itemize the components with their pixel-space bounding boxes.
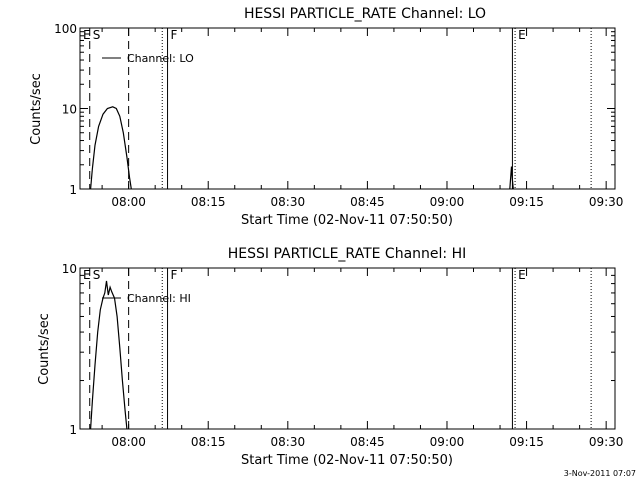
x-tick-label: 08:15 bbox=[191, 435, 226, 449]
x-axis: 08:00 08:15 08:30 08:45 09:00 09:15 09:30 bbox=[101, 268, 624, 449]
x-tick-label: 09:30 bbox=[589, 195, 624, 209]
x-tick-label: 08:30 bbox=[271, 195, 306, 209]
y-tick-label: 100 bbox=[54, 22, 77, 36]
legend: Channel: HI bbox=[102, 292, 191, 305]
y-tick-label: 10 bbox=[62, 103, 77, 117]
marker-label: E bbox=[518, 268, 526, 282]
x-tick-label: 08:30 bbox=[271, 435, 306, 449]
legend: Channel: LO bbox=[102, 52, 194, 65]
y-tick-label: 1 bbox=[69, 183, 77, 197]
x-tick-label: 08:45 bbox=[350, 435, 385, 449]
x-tick-label: 08:00 bbox=[111, 435, 146, 449]
plot-frame bbox=[79, 267, 616, 430]
y-tick-label: 10 bbox=[62, 262, 77, 276]
series-lines bbox=[90, 106, 514, 190]
marker-label: S bbox=[93, 268, 101, 282]
marker-label: F bbox=[171, 28, 178, 42]
series-line bbox=[509, 166, 514, 190]
y-axis: 1 10 100 bbox=[54, 22, 615, 197]
footer-timestamp: 3-Nov-2011 07:07 bbox=[564, 469, 636, 478]
x-tick-label: 09:30 bbox=[589, 435, 624, 449]
y-tick-label: 1 bbox=[69, 423, 77, 437]
series-lines bbox=[90, 280, 128, 430]
x-tick-label: 08:15 bbox=[191, 195, 226, 209]
legend-label: Channel: LO bbox=[127, 52, 194, 65]
chart-title: HESSI PARTICLE_RATE Channel: LO bbox=[244, 6, 486, 22]
x-tick-label: 09:15 bbox=[509, 195, 544, 209]
legend-label: Channel: HI bbox=[127, 292, 191, 305]
x-tick-label: 08:00 bbox=[111, 195, 146, 209]
y-axis: 1 10 bbox=[62, 262, 615, 437]
marker-label: F bbox=[171, 268, 178, 282]
x-tick-label: 09:15 bbox=[509, 435, 544, 449]
marker-label: E bbox=[83, 268, 91, 282]
marker-label: S bbox=[93, 28, 101, 42]
y-axis-label: Counts/sec bbox=[37, 313, 52, 385]
series-line bbox=[90, 106, 132, 190]
y-axis-label: Counts/sec bbox=[29, 73, 44, 145]
x-tick-label: 08:45 bbox=[350, 195, 385, 209]
chart-title: HESSI PARTICLE_RATE Channel: HI bbox=[228, 246, 466, 262]
chart-panel-hi: HESSI PARTICLE_RATE Channel: HI 1 10 08:0… bbox=[37, 246, 623, 468]
x-tick-label: 09:00 bbox=[430, 195, 465, 209]
series-line bbox=[90, 280, 128, 430]
marker-label: E bbox=[83, 28, 91, 42]
chart-panel-lo: HESSI PARTICLE_RATE Channel: LO 1 10 100 0… bbox=[29, 6, 623, 228]
x-axis-label: Start Time (02-Nov-11 07:50:50) bbox=[241, 213, 453, 228]
x-axis: 08:00 08:15 08:30 08:45 09:00 09:15 09:30 bbox=[101, 28, 624, 209]
x-axis-label: Start Time (02-Nov-11 07:50:50) bbox=[241, 453, 453, 468]
x-tick-label: 09:00 bbox=[430, 435, 465, 449]
marker-label: E bbox=[518, 28, 526, 42]
